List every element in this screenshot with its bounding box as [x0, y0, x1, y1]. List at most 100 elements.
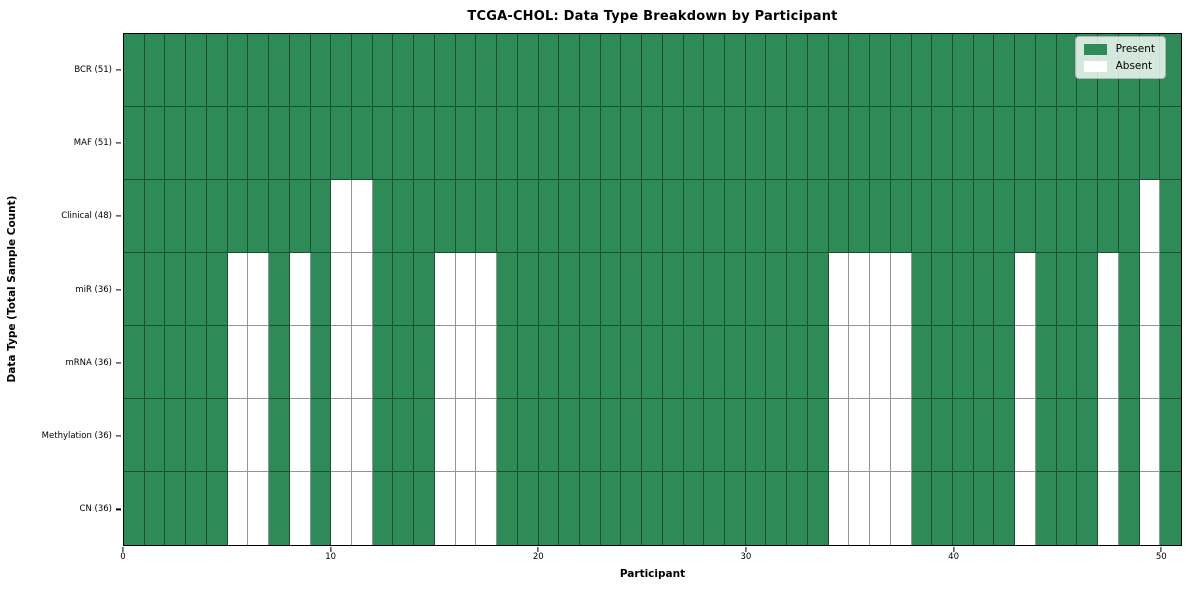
heatmap-cell	[911, 253, 933, 326]
heatmap-cell	[642, 180, 663, 253]
y-tick-mark	[116, 69, 121, 71]
heatmap-cell	[642, 107, 663, 180]
heatmap-cell	[186, 326, 207, 399]
heatmap-cell	[932, 472, 954, 545]
heatmap-grid	[123, 33, 1182, 546]
heatmap-cell	[455, 326, 477, 399]
legend-label-present: Present	[1115, 43, 1155, 55]
heatmap-cell	[704, 399, 726, 472]
heatmap-cell	[1077, 399, 1099, 472]
y-tick-label: mRNA (36)	[65, 357, 112, 368]
heatmap-cell	[662, 253, 684, 326]
heatmap-cell	[828, 34, 850, 107]
heatmap-cell	[1077, 180, 1099, 253]
heatmap-cell	[600, 107, 622, 180]
heatmap-cell	[476, 34, 498, 107]
heatmap-cell	[807, 326, 829, 399]
heatmap-cell	[870, 107, 891, 180]
heatmap-cell	[186, 107, 207, 180]
heatmap-cell	[186, 253, 207, 326]
heatmap-cell	[725, 326, 746, 399]
heatmap-cell	[973, 472, 995, 545]
heatmap-cell	[704, 326, 726, 399]
heatmap-cell	[559, 34, 580, 107]
heatmap-cell	[994, 253, 1016, 326]
heatmap-cell	[932, 326, 954, 399]
present-swatch-icon	[1083, 43, 1107, 55]
heatmap-cell	[890, 34, 912, 107]
heatmap-cell	[393, 34, 415, 107]
heatmap-cell	[642, 326, 663, 399]
heatmap-cell	[538, 107, 560, 180]
heatmap-cell	[953, 180, 974, 253]
heatmap-cell	[310, 253, 332, 326]
heatmap-cell	[434, 326, 456, 399]
heatmap-cell	[1056, 326, 1078, 399]
heatmap-cell	[1118, 180, 1140, 253]
heatmap-cell	[704, 180, 726, 253]
heatmap-cell	[165, 180, 187, 253]
heatmap-cell	[973, 180, 995, 253]
heatmap-cell	[890, 107, 912, 180]
heatmap-cell	[372, 34, 394, 107]
heatmap-cell	[455, 107, 477, 180]
heatmap-cell	[994, 180, 1016, 253]
heatmap-cell	[745, 472, 767, 545]
heatmap-cell	[766, 34, 788, 107]
heatmap-cell	[455, 399, 477, 472]
x-tick-label: 20	[532, 552, 544, 562]
heatmap-cell	[745, 253, 767, 326]
y-tick-label: MAF (51)	[73, 137, 112, 148]
heatmap-cell	[662, 107, 684, 180]
heatmap-cell	[248, 34, 270, 107]
heatmap-cell	[434, 253, 456, 326]
heatmap-cell	[165, 399, 187, 472]
heatmap-cell	[1035, 107, 1057, 180]
heatmap-cell	[766, 399, 788, 472]
heatmap-cell	[870, 326, 891, 399]
heatmap-cell	[476, 107, 498, 180]
heatmap-cell	[310, 107, 332, 180]
y-tick-mark	[116, 142, 121, 144]
y-tick-mark	[116, 508, 121, 510]
heatmap-cell	[538, 472, 560, 545]
heatmap-cell	[828, 107, 850, 180]
heatmap-cell	[911, 326, 933, 399]
heatmap-cell	[1035, 326, 1057, 399]
heatmap-cell	[725, 34, 746, 107]
heatmap-cell	[953, 253, 974, 326]
heatmap-cell	[953, 107, 974, 180]
heatmap-cell	[289, 253, 311, 326]
heatmap-cell	[621, 34, 643, 107]
heatmap-cell	[1160, 399, 1181, 472]
heatmap-cell	[1056, 107, 1078, 180]
heatmap-cell	[372, 107, 394, 180]
legend-item-present: Present	[1083, 43, 1155, 55]
heatmap-cell	[932, 399, 954, 472]
heatmap-cell	[434, 399, 456, 472]
heatmap-cell	[206, 326, 228, 399]
heatmap-cell	[600, 326, 622, 399]
heatmap-cell	[745, 34, 767, 107]
heatmap-cell	[414, 399, 435, 472]
heatmap-cell	[414, 472, 435, 545]
heatmap-cell	[849, 107, 871, 180]
heatmap-cell	[1098, 180, 1119, 253]
heatmap-cell	[683, 253, 705, 326]
heatmap-cell	[1118, 472, 1140, 545]
heatmap-cell	[144, 34, 166, 107]
heatmap-cell	[227, 180, 249, 253]
heatmap-cell	[579, 34, 601, 107]
heatmap-cell	[994, 326, 1016, 399]
heatmap-cell	[807, 180, 829, 253]
heatmap-cell	[1139, 326, 1161, 399]
heatmap-cell	[124, 180, 145, 253]
heatmap-cell	[1139, 180, 1161, 253]
heatmap-cell	[393, 326, 415, 399]
heatmap-cell	[269, 253, 290, 326]
heatmap-cell	[953, 399, 974, 472]
heatmap-cell	[828, 399, 850, 472]
heatmap-cell	[393, 107, 415, 180]
heatmap-cell	[455, 253, 477, 326]
heatmap-cell	[186, 399, 207, 472]
